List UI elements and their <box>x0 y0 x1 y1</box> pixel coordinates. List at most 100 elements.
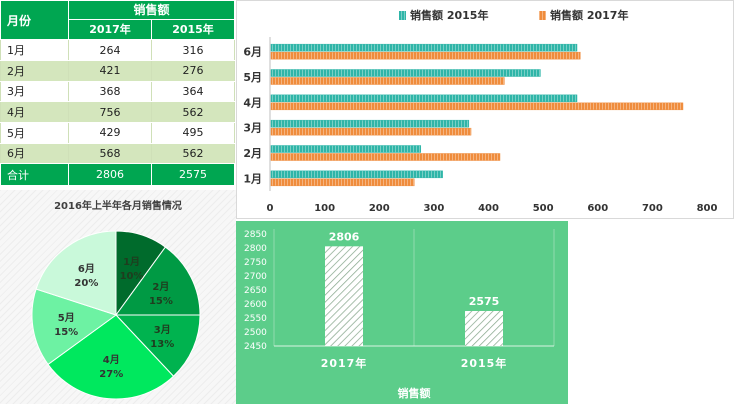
y-tick-label: 2650 <box>244 286 267 296</box>
x-tick-label: 500 <box>533 203 554 214</box>
pie-slice <box>115 246 201 316</box>
column-x-axis-title: 销售额 <box>398 386 431 400</box>
cell-month: 2月 <box>0 59 69 82</box>
y-tick-label: 2800 <box>244 244 267 254</box>
cell-v2017: 568 <box>68 142 152 165</box>
bar-2015 <box>270 43 578 52</box>
pie-slice-value: 27% <box>99 369 123 380</box>
pie-chart: 2016年上半年各月销售情况 1月 10% 2月 15% 3月 13% 4月 27% 5月 15% 6… <box>31 199 201 400</box>
bar-chart: 销售额 2015年 销售额 2017年 0 100 200 300 400 500 600 700… <box>243 8 718 214</box>
pie-slice-label: 5月 <box>58 312 75 324</box>
x-tick-label: 200 <box>369 203 390 214</box>
x-tick-label: 0 <box>267 203 274 214</box>
pie-slice <box>47 314 175 400</box>
column-chart: 2450 2500 2550 2600 2650 2700 2750 2800 2850 2806… <box>244 229 555 400</box>
cell-v2015: 495 <box>150 121 236 144</box>
column-value-label: 2575 <box>469 295 500 308</box>
cell-v2015: 562 <box>150 101 236 123</box>
cell-v2015: 276 <box>150 59 236 82</box>
pie-slice-value: 15% <box>149 296 173 307</box>
column-category-label: 2015年 <box>461 356 508 370</box>
header-2017: 2017年 <box>68 18 152 41</box>
pie-slice-label: 6月 <box>78 263 95 275</box>
pie-chart-panel: 2016年上半年各月销售情况 1月 10% 2月 15% 3月 13% 4月 27% 5月 15% 6… <box>0 190 236 404</box>
table-row: 6月 568 562 <box>0 142 236 165</box>
bar-2017 <box>270 77 505 85</box>
cell-v2017: 368 <box>68 80 152 103</box>
y-category-label: 1月 <box>243 172 262 185</box>
x-tick-label: 700 <box>642 203 663 214</box>
y-tick-label: 2550 <box>244 314 267 324</box>
cell-v2017: 756 <box>68 101 152 123</box>
y-category-label: 2月 <box>243 147 262 160</box>
y-category-label: 4月 <box>243 96 262 109</box>
y-tick-label: 2700 <box>244 272 267 282</box>
bar-2017 <box>270 102 684 111</box>
cell-v2015: 316 <box>150 39 236 61</box>
pie-slice-value: 10% <box>120 271 144 282</box>
total-v2015: 2575 <box>150 163 236 186</box>
pie-title: 2016年上半年各月销售情况 <box>54 199 182 212</box>
table-total-row: 合计 2806 2575 <box>0 163 236 186</box>
header-sales-group: 销售额 <box>67 0 236 20</box>
pie-slice <box>35 230 117 316</box>
bar-2017 <box>270 178 415 187</box>
header-2015: 2015年 <box>150 18 236 41</box>
column-category-label: 2017年 <box>321 356 368 370</box>
table-row: 2月 421 276 <box>0 59 236 82</box>
y-tick-label: 2600 <box>244 300 267 310</box>
legend-label: 销售额 2015年 <box>410 8 488 22</box>
legend-swatch <box>539 11 546 20</box>
table-row: 1月 264 316 <box>0 39 236 61</box>
column-chart-panel: 2450 2500 2550 2600 2650 2700 2750 2800 2850 2806… <box>236 221 568 404</box>
y-tick-label: 2500 <box>244 328 267 338</box>
column-bar <box>325 246 363 346</box>
pie-slice-label: 2月 <box>152 281 169 293</box>
cell-month: 3月 <box>0 80 69 103</box>
cell-v2017: 429 <box>68 121 152 144</box>
x-tick-label: 100 <box>314 203 335 214</box>
cell-v2017: 264 <box>68 39 152 61</box>
table-row: 3月 368 364 <box>0 80 236 103</box>
pie-slice <box>114 314 201 377</box>
bar-2017 <box>270 127 472 136</box>
x-tick-label: 400 <box>478 203 499 214</box>
column-value-label: 2806 <box>329 230 360 243</box>
total-v2017: 2806 <box>68 163 152 186</box>
y-tick-label: 2850 <box>244 230 267 240</box>
x-tick-label: 300 <box>423 203 444 214</box>
cell-month: 6月 <box>0 142 69 165</box>
pie-slice-value: 13% <box>150 339 174 350</box>
column-bar <box>465 311 503 346</box>
header-month: 月份 <box>0 0 69 41</box>
pie-slice-label: 1月 <box>123 256 140 268</box>
pie-slice <box>31 288 118 366</box>
table-header-row: 月份 销售额 <box>0 0 236 41</box>
bar-chart-panel: 销售额 2015年 销售额 2017年 0 100 200 300 400 500 600 700… <box>236 0 734 219</box>
table-row: 5月 429 495 <box>0 121 236 144</box>
y-tick-label: 2750 <box>244 258 267 268</box>
bar-2015 <box>270 170 443 179</box>
y-tick-label: 2450 <box>244 342 267 352</box>
y-category-label: 3月 <box>243 122 262 135</box>
pie-slice-label: 3月 <box>154 324 171 336</box>
x-tick-label: 800 <box>697 203 718 214</box>
pie-slice-value: 15% <box>54 327 78 338</box>
cell-v2015: 364 <box>150 80 236 103</box>
bar-2017 <box>270 153 501 161</box>
cell-month: 5月 <box>0 121 69 144</box>
bar-2015 <box>270 69 541 77</box>
y-category-label: 5月 <box>243 71 262 84</box>
table-row: 4月 756 562 <box>0 101 236 123</box>
y-category-label: 6月 <box>243 46 262 59</box>
legend-swatch <box>399 11 406 20</box>
x-tick-label: 600 <box>587 203 608 214</box>
table-subheader-row: 2017年 2015年 <box>1 18 236 41</box>
table-body: 1月 264 316 2月 421 276 3月 368 364 4月 756 562 5月 429 495… <box>0 39 236 186</box>
bar-2017 <box>270 51 581 60</box>
bar-2015 <box>270 119 470 128</box>
total-month: 合计 <box>0 163 69 186</box>
cell-v2015: 562 <box>150 142 236 165</box>
cell-month: 1月 <box>0 39 69 61</box>
sales-table: 月份 销售额 2017年 2015年 1月 264 316 2月 421 276 3月 368… <box>0 0 236 186</box>
